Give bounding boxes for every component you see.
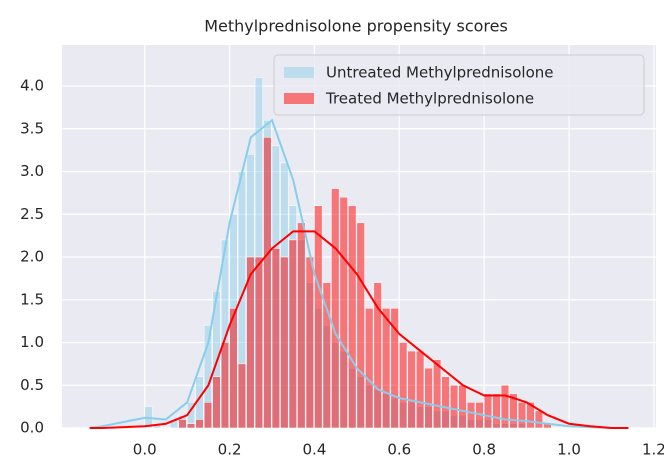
bar: [212, 376, 221, 429]
bar: [322, 282, 331, 429]
x-tick-label: 0.0: [133, 441, 157, 459]
bar: [254, 256, 263, 429]
legend-label: Untreated Methylprednisolone: [326, 64, 553, 82]
kde-line: [89, 230, 629, 429]
bar: [407, 350, 416, 429]
bar: [237, 363, 247, 429]
bar: [348, 205, 357, 429]
bar: [373, 282, 382, 429]
bar: [288, 239, 297, 429]
legend-box: [273, 54, 645, 116]
bar: [433, 359, 442, 429]
bar: [220, 342, 230, 429]
bar: [382, 308, 391, 429]
y-tick-label: 2.5: [20, 205, 44, 223]
bar: [492, 393, 501, 429]
bar: [339, 196, 348, 429]
legend-swatch: [284, 67, 314, 78]
bar: [178, 419, 187, 429]
x-tick-label: 0.2: [218, 441, 242, 459]
bar: [229, 308, 238, 429]
bar: [271, 248, 280, 429]
legend-swatch: [284, 93, 314, 104]
x-tick-label: 0.6: [387, 441, 411, 459]
bar: [390, 308, 399, 429]
y-tick-label: 1.5: [20, 290, 44, 308]
bar: [305, 256, 314, 429]
kde-line: [89, 118, 629, 429]
y-tick-label: 0.5: [20, 376, 44, 394]
bar: [195, 419, 204, 429]
bar: [365, 308, 374, 429]
x-tick-label: 0.4: [303, 441, 327, 459]
bar: [297, 222, 306, 429]
x-tick-label: 0.8: [472, 441, 496, 459]
bar: [246, 256, 255, 429]
bar: [186, 423, 196, 429]
bar: [263, 137, 272, 429]
bar: [449, 385, 459, 429]
x-tick-label: 1.0: [557, 441, 581, 459]
chart-title: Methylprednisolone propensity scores: [204, 17, 508, 36]
bar: [399, 342, 408, 429]
bar: [424, 367, 433, 429]
bar: [483, 393, 493, 429]
bar: [416, 350, 425, 429]
x-tick-label: 1.2: [642, 441, 664, 459]
bar: [314, 205, 323, 429]
y-tick-label: 0.0: [20, 419, 44, 437]
y-tick-label: 3.0: [20, 162, 44, 180]
y-tick-label: 3.5: [20, 119, 44, 137]
y-tick-label: 1.0: [20, 333, 44, 351]
bar: [517, 402, 527, 429]
bar: [509, 393, 518, 429]
bar: [331, 188, 340, 429]
bar: [458, 385, 467, 429]
y-tick-label: 2.0: [20, 248, 44, 266]
bar: [534, 410, 544, 429]
bar: [466, 402, 476, 429]
bar: [280, 256, 289, 429]
bar: [356, 222, 365, 429]
legend-label: Treated Methylprednisolone: [325, 90, 534, 108]
bar: [203, 402, 213, 429]
bar: [526, 402, 535, 429]
bar: [441, 376, 450, 429]
bar: [500, 385, 510, 429]
y-tick-label: 4.0: [20, 77, 44, 95]
